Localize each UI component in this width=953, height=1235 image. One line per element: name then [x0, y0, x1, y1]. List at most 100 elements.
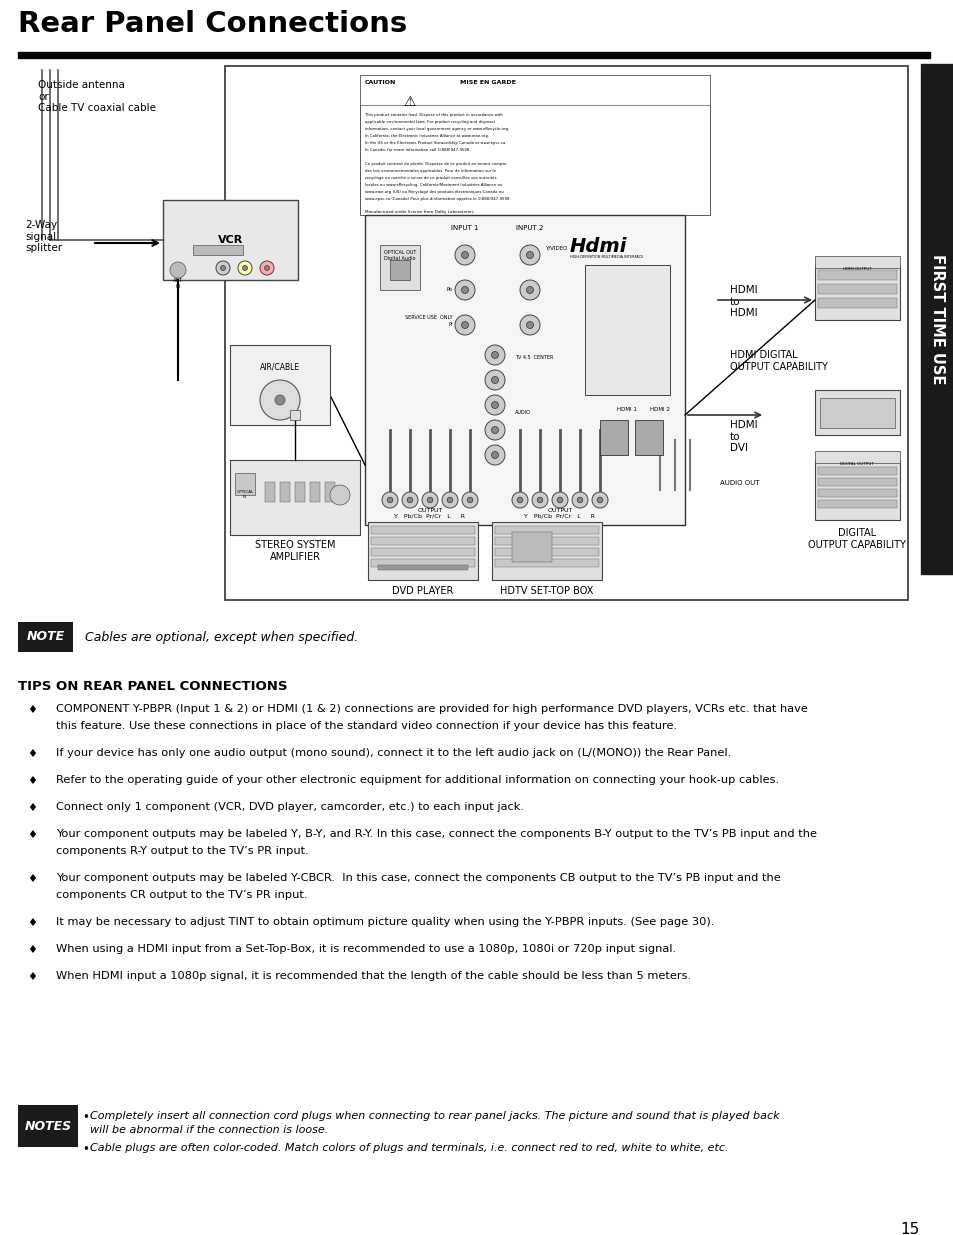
Text: HDTV SET-TOP BOX: HDTV SET-TOP BOX — [499, 585, 593, 597]
Circle shape — [537, 498, 542, 503]
Bar — [817, 500, 896, 508]
Bar — [290, 410, 299, 420]
Text: Pb: Pb — [447, 287, 453, 291]
Circle shape — [260, 380, 299, 420]
Text: OUTPUT
Y   Pb/Cb  Pr/Cr   L     R: OUTPUT Y Pb/Cb Pr/Cr L R — [524, 508, 595, 519]
Circle shape — [597, 498, 602, 503]
Text: This product contains lead. Dispose of this product in accordance with: This product contains lead. Dispose of t… — [365, 112, 502, 117]
Text: 2-Way
signal
splitter: 2-Way signal splitter — [25, 220, 62, 253]
Circle shape — [260, 261, 274, 275]
Circle shape — [215, 261, 230, 275]
Circle shape — [461, 321, 468, 329]
Circle shape — [441, 492, 457, 508]
Text: AUDIO OUT: AUDIO OUT — [720, 480, 759, 487]
Text: ♦: ♦ — [27, 945, 37, 955]
Bar — [371, 526, 475, 534]
Circle shape — [274, 395, 285, 405]
Circle shape — [552, 492, 567, 508]
Bar — [512, 532, 552, 562]
Bar — [814, 256, 899, 268]
Bar — [280, 482, 290, 501]
Circle shape — [491, 377, 498, 384]
Bar — [368, 522, 477, 580]
Text: AUDIO: AUDIO — [515, 410, 530, 415]
Circle shape — [557, 498, 562, 503]
Circle shape — [577, 498, 582, 503]
Circle shape — [517, 498, 522, 503]
Bar — [325, 482, 335, 501]
Text: Hdmi: Hdmi — [569, 237, 627, 256]
Text: locales ou www.eRecycling. Californie/Meximent Industries Alliance ou: locales ou www.eRecycling. Californie/Me… — [365, 183, 502, 186]
Bar — [379, 245, 419, 290]
Circle shape — [491, 426, 498, 433]
Text: Cable plugs are often color-coded. Match colors of plugs and terminals, i.e. con: Cable plugs are often color-coded. Match… — [90, 1144, 728, 1153]
Text: Pr: Pr — [448, 322, 453, 327]
Text: DIGITAL OUTPUT: DIGITAL OUTPUT — [840, 462, 873, 466]
Bar — [817, 270, 896, 280]
Text: HDMI DIGITAL
OUTPUT CAPABILITY: HDMI DIGITAL OUTPUT CAPABILITY — [729, 350, 827, 372]
Circle shape — [264, 266, 269, 270]
Text: HDMI 2: HDMI 2 — [649, 408, 669, 412]
Circle shape — [532, 492, 547, 508]
Text: NOTES: NOTES — [25, 1119, 71, 1132]
Text: ANT
IN: ANT IN — [172, 278, 183, 289]
Bar — [265, 482, 274, 501]
Circle shape — [519, 245, 539, 266]
Text: information, contact your local government agency or www.eRecycle.org.: information, contact your local governme… — [365, 127, 509, 131]
Text: Outside antenna
or
Cable TV coaxial cable: Outside antenna or Cable TV coaxial cabl… — [38, 80, 156, 114]
Circle shape — [237, 261, 252, 275]
Text: Cables are optional, except when specified.: Cables are optional, except when specifi… — [85, 631, 358, 643]
Circle shape — [519, 315, 539, 335]
Circle shape — [526, 321, 533, 329]
Bar — [495, 537, 598, 545]
Text: www.epsc.ca (Canada) Pour plus dinformation appelez le 1(888)947-9598.: www.epsc.ca (Canada) Pour plus dinformat… — [365, 198, 510, 201]
Text: •: • — [82, 1112, 89, 1124]
Bar — [814, 390, 899, 435]
Text: INPUT 2: INPUT 2 — [516, 225, 543, 231]
Bar — [230, 345, 330, 425]
Text: this feature. Use these connections in place of the standard video connection if: this feature. Use these connections in p… — [56, 721, 677, 731]
Circle shape — [381, 492, 397, 508]
Bar — [817, 284, 896, 294]
Bar — [920, 64, 953, 574]
Circle shape — [455, 315, 475, 335]
Text: TIPS ON REAR PANEL CONNECTIONS: TIPS ON REAR PANEL CONNECTIONS — [18, 680, 287, 693]
Circle shape — [387, 498, 393, 503]
Text: Your component outputs may be labeled Y-CBCR.  In this case, connect the compone: Your component outputs may be labeled Y-… — [56, 873, 780, 883]
Text: Y/VIDEO: Y/VIDEO — [544, 245, 567, 249]
Text: VCR: VCR — [217, 235, 243, 245]
Bar — [495, 559, 598, 567]
Circle shape — [421, 492, 437, 508]
Text: Connect only 1 component (VCR, DVD player, camcorder, etc.) to each input jack.: Connect only 1 component (VCR, DVD playe… — [56, 802, 523, 811]
Bar — [820, 398, 894, 429]
Bar — [365, 215, 684, 525]
Text: Completely insert all connection cord plugs when connecting to rear panel jacks.: Completely insert all connection cord pl… — [90, 1112, 779, 1121]
Text: When using a HDMI input from a Set-Top-Box, it is recommended to use a 1080p, 10: When using a HDMI input from a Set-Top-B… — [56, 944, 676, 953]
Circle shape — [484, 445, 504, 466]
Text: INPUT 1: INPUT 1 — [451, 225, 478, 231]
Circle shape — [491, 352, 498, 358]
Text: www.eiae.org (US) ou Recyclage des produits électroniques Canada ou: www.eiae.org (US) ou Recyclage des produ… — [365, 190, 503, 194]
Text: It may be necessary to adjust TINT to obtain optimum picture quality when using : It may be necessary to adjust TINT to ob… — [56, 918, 714, 927]
Circle shape — [401, 492, 417, 508]
Circle shape — [330, 485, 350, 505]
Text: FIRST TIME USE: FIRST TIME USE — [929, 254, 944, 384]
Bar — [495, 548, 598, 556]
Text: ♦: ♦ — [27, 830, 37, 840]
Circle shape — [484, 345, 504, 366]
Text: Ce produit contient du plomb. Disposez de ce produit en tenant compte: Ce produit contient du plomb. Disposez d… — [365, 162, 506, 165]
Bar — [234, 473, 254, 495]
Bar — [359, 75, 709, 215]
Text: Manufactured under license from Dolby Laboratories.: Manufactured under license from Dolby La… — [365, 210, 475, 214]
Circle shape — [526, 287, 533, 294]
Text: Rear Panel Connections: Rear Panel Connections — [18, 10, 407, 38]
Text: SERVICE USE  ONLY: SERVICE USE ONLY — [405, 315, 452, 320]
Text: NOTE: NOTE — [27, 631, 65, 643]
Bar — [230, 459, 359, 535]
Text: DVD PLAYER: DVD PLAYER — [392, 585, 454, 597]
Circle shape — [484, 370, 504, 390]
Text: AIR/CABLE: AIR/CABLE — [259, 363, 300, 372]
Text: In California: the Electronic Industries Alliance at www.eiae.org.: In California: the Electronic Industries… — [365, 135, 489, 138]
Bar — [814, 266, 899, 320]
Bar — [310, 482, 319, 501]
